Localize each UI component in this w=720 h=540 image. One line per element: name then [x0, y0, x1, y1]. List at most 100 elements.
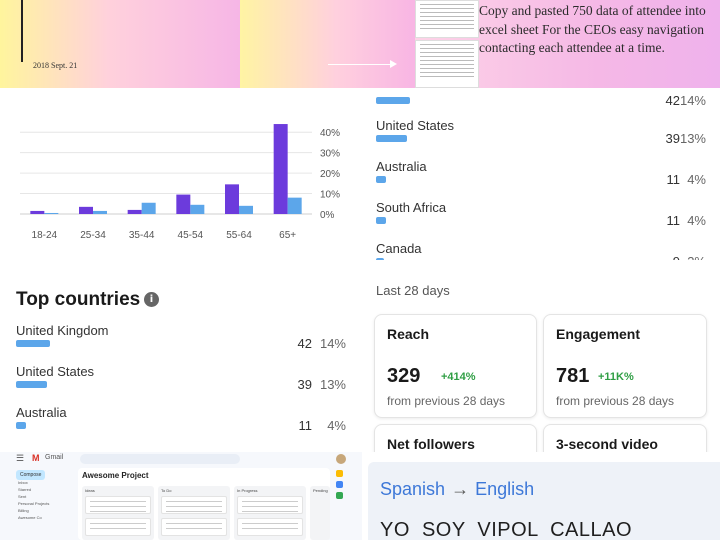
y-tick-label: 40% — [320, 128, 340, 139]
gmail-app-name: Gmail — [45, 454, 64, 461]
country-row: South Africa 11 4% — [376, 200, 720, 236]
country-row: Australia 11 4% — [376, 159, 720, 195]
spreadsheet-thumbnail — [415, 0, 479, 38]
country-bar — [376, 135, 408, 142]
y-tick-label: 20% — [320, 169, 340, 180]
bar-purple-45-54 — [176, 194, 191, 214]
x-tick-label: 65+ — [279, 230, 296, 241]
task-card[interactable] — [237, 518, 303, 536]
country-bar — [376, 217, 386, 224]
bar-purple-18-24 — [30, 210, 45, 214]
bar-blue-45-54 — [190, 204, 205, 214]
top-countries-panel: Top countries i United Kingdom 42 14% Un… — [0, 272, 362, 452]
column-header: In Progress — [237, 488, 258, 493]
country-name: South Africa — [376, 200, 447, 215]
translation-panel — [368, 462, 720, 540]
task-card[interactable] — [161, 518, 227, 536]
gmail-logo-icon: M — [32, 453, 40, 463]
avatar[interactable] — [336, 454, 346, 464]
gmail-screenshot: ☰ M Gmail Compose Inbox Starred Sent Per… — [0, 452, 362, 540]
bar-purple-25-34 — [79, 206, 93, 214]
column-header: To Do — [161, 488, 172, 493]
x-tick-label: 45-54 — [178, 230, 204, 241]
top-countries-title: Top countries — [16, 289, 141, 310]
country-row: 42 14% — [376, 88, 720, 116]
arrow-line — [328, 64, 394, 65]
column-header: Ideas — [85, 488, 95, 493]
country-count: 11 — [666, 213, 681, 228]
country-percent: 4% — [687, 213, 706, 228]
card-delta: +414% — [441, 371, 476, 383]
nav-item[interactable]: Awesome Co — [18, 515, 42, 520]
task-card[interactable] — [161, 496, 227, 514]
bar-blue-65+ — [287, 197, 302, 214]
country-percent: 14% — [679, 93, 706, 108]
nav-item[interactable]: Personal Projects — [18, 501, 50, 506]
search-input[interactable] — [80, 454, 240, 464]
translation-card: Spanish → English YO SOY VIPOL CALLAO — [362, 452, 720, 540]
board-column: In Progress — [234, 486, 306, 540]
engagement-card[interactable]: Engagement 781 +11K% from previous 28 da… — [543, 314, 707, 418]
banner-note: Copy and pasted 750 data of attendee int… — [479, 3, 706, 55]
side-panel-icons — [336, 470, 346, 503]
nav-item[interactable]: Starred — [18, 487, 32, 492]
country-row: United States 39 13% — [16, 364, 352, 400]
menu-icon[interactable]: ☰ — [16, 453, 25, 463]
y-tick-label: 30% — [320, 149, 340, 160]
info-icon[interactable]: i — [144, 292, 159, 307]
insights-overview: Last 28 days Reach 329 +414% from previo… — [362, 260, 720, 452]
nav-item[interactable]: Sent — [18, 494, 27, 499]
arrow-right-icon: → — [451, 479, 470, 499]
target-language[interactable]: English — [475, 479, 535, 499]
task-card[interactable] — [85, 496, 151, 514]
tasks-icon[interactable] — [336, 481, 343, 488]
card-subtitle: from previous 28 days — [387, 394, 506, 408]
country-name: Australia — [376, 159, 427, 174]
card-delta: +11K% — [598, 371, 634, 383]
spreadsheet-thumbnail — [415, 40, 479, 88]
reach-card[interactable]: Reach 329 +414% from previous 28 days — [374, 314, 537, 418]
bar-blue-35-44 — [141, 202, 156, 214]
country-percent: 13% — [679, 131, 706, 146]
board-column: Pending — [310, 486, 330, 540]
video-card[interactable]: 3-second video — [543, 424, 707, 452]
country-count: 42 — [665, 93, 680, 108]
country-bar — [16, 381, 48, 388]
language-pair[interactable]: Spanish → English — [380, 479, 534, 500]
task-card[interactable] — [237, 496, 303, 514]
compose-button[interactable]: Compose — [16, 470, 46, 480]
top-countries-panel-scrolled: 42 14% United States 39 13% Australia 11… — [362, 88, 720, 268]
country-count: 39 — [297, 377, 312, 392]
card-value: 781 — [556, 365, 590, 387]
x-tick-label: 25-34 — [80, 230, 106, 241]
country-bar — [16, 422, 26, 429]
country-bar — [376, 97, 410, 104]
period-label: Last 28 days — [376, 283, 450, 298]
cover-banner-middle — [240, 0, 415, 88]
country-count: 42 — [297, 336, 312, 351]
board-column: Ideas — [82, 486, 154, 540]
calendar-icon[interactable] — [336, 470, 343, 477]
country-name: Canada — [376, 241, 422, 256]
country-row: United States 39 13% — [376, 118, 720, 154]
country-percent: 4% — [687, 172, 706, 187]
source-language[interactable]: Spanish — [380, 479, 446, 499]
country-count: 11 — [666, 172, 681, 187]
card-value: 329 — [387, 365, 421, 387]
bar-blue-18-24 — [44, 212, 59, 214]
country-name: United Kingdom — [16, 323, 109, 338]
nav-item[interactable]: Billing — [18, 508, 29, 513]
task-card[interactable] — [85, 518, 151, 536]
x-tick-label: 55-64 — [226, 230, 252, 241]
contacts-icon[interactable] — [336, 492, 343, 499]
banner-date: 2018 Sept. 21 — [33, 61, 78, 70]
card-title: Reach — [387, 326, 430, 342]
y-tick-label: 0% — [320, 210, 335, 221]
card-subtitle: from previous 28 days — [556, 394, 675, 408]
age-range-chart: 40% 30% 20% 10% 0% 18-24 25-34 35-44 45-54 55-64 6… — [0, 92, 362, 272]
board-column: To Do — [158, 486, 230, 540]
net-followers-card[interactable]: Net followers — [374, 424, 537, 452]
nav-item[interactable]: Inbox — [18, 480, 28, 485]
gmail-topbar: ☰ M Gmail — [0, 452, 362, 466]
country-percent: 13% — [319, 377, 346, 392]
